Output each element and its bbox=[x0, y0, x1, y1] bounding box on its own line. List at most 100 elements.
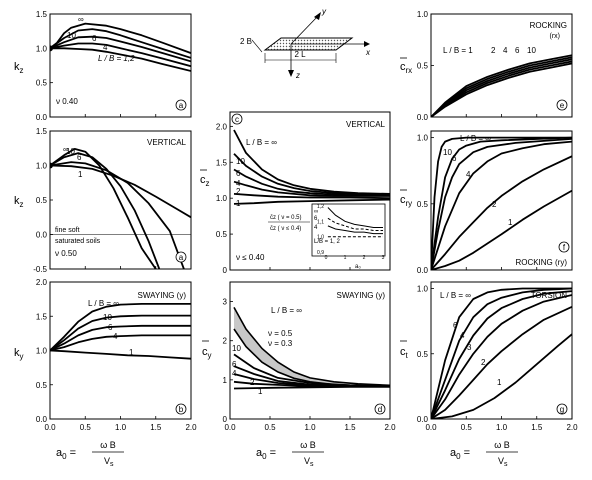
corner-badge-label: b bbox=[179, 405, 184, 414]
z-axis-arrow bbox=[288, 70, 294, 77]
y-tick-label: 1.5 bbox=[36, 10, 48, 19]
series-label: 6 bbox=[453, 321, 458, 330]
corner-badge-label: e bbox=[560, 101, 565, 110]
series-group bbox=[431, 136, 572, 270]
corner-badge bbox=[374, 403, 386, 415]
panel-cry: 0.00.51.0 cry ROCKING (ry) L / B = ∞ 10 … bbox=[400, 130, 573, 275]
y-tick-label: 1.5 bbox=[216, 158, 228, 167]
series-line bbox=[50, 28, 191, 59]
corner-badge bbox=[556, 99, 568, 111]
series-line bbox=[431, 58, 572, 117]
series-label: 6 bbox=[108, 323, 113, 332]
series-label: 2 bbox=[491, 46, 496, 55]
length-label: 2 L bbox=[294, 50, 306, 59]
panel-kz-soft: -0.5 0.0 0.5 1.0 1.5 kz VERTICAL ∞ 10 6 1 fi… bbox=[14, 127, 192, 274]
x-tick-label: 1.0 bbox=[304, 423, 316, 432]
series-line bbox=[233, 168, 390, 197]
series-line bbox=[50, 42, 191, 68]
y-tick-label: 2.0 bbox=[36, 278, 48, 287]
inset-y-tick-label: 1,0 bbox=[317, 235, 324, 241]
inset-chart: 0,9 1,0 1,1 1,2 0 1 2 3 ∞ 6 4 L/B = 1, 2 a₀ c̄z… bbox=[268, 203, 386, 270]
x-tick-label: 2.0 bbox=[185, 423, 197, 432]
corner-badge-label: f bbox=[563, 243, 566, 252]
y-tick-label: 1.5 bbox=[36, 127, 48, 136]
y-tick-label: 2 bbox=[223, 337, 228, 346]
inset-y-tick-label: 1,1 bbox=[317, 219, 324, 225]
series-label: 4 bbox=[232, 369, 237, 378]
inset-series-line bbox=[327, 225, 383, 235]
series-label: ∞ bbox=[63, 145, 69, 154]
y-tick-label: 0.0 bbox=[417, 113, 429, 122]
series-label: 1 bbox=[78, 170, 83, 179]
y-tick-group: 0 0.5 1.0 1.5 2.0 bbox=[216, 122, 391, 275]
y-tick-label: 1.5 bbox=[36, 312, 48, 321]
panel-kz-ideal: 0.0 0.5 1.0 1.5 kz ∞ 10 6 4 L / B = 1,2 ν 0… bbox=[14, 10, 192, 122]
series-label: ∞ bbox=[78, 15, 84, 24]
x-tick-label: 1.0 bbox=[115, 423, 127, 432]
series-line bbox=[431, 60, 572, 117]
series-line bbox=[50, 314, 191, 352]
corner-badge bbox=[231, 113, 243, 125]
y-axis-label: cry bbox=[400, 194, 412, 208]
y-tick-label: 0.5 bbox=[216, 230, 228, 239]
corner-badge bbox=[558, 241, 570, 253]
series-label: 10 bbox=[66, 147, 75, 156]
legend-solid: c̄z ( ν = 0.5) bbox=[270, 215, 302, 221]
series-line bbox=[50, 164, 191, 219]
y-tick-label: 1.0 bbox=[36, 44, 48, 53]
y-axis-label: ct bbox=[400, 346, 409, 360]
x-tick-label: 1.5 bbox=[344, 423, 356, 432]
x-tick-label: 1.0 bbox=[496, 423, 508, 432]
series-line bbox=[233, 180, 390, 197]
series-label: 6 bbox=[515, 46, 520, 55]
panel-title: TORSION bbox=[531, 291, 568, 300]
x-axis-numerator: ω B bbox=[100, 440, 116, 450]
series-label: L / B = ∞ bbox=[88, 299, 119, 308]
x-tick-label: 1.5 bbox=[531, 423, 543, 432]
y-tick-label: -0.5 bbox=[33, 265, 47, 274]
corner-badge bbox=[175, 403, 187, 415]
x-tick-label: 0.5 bbox=[80, 423, 92, 432]
panel-subtitle: (rx) bbox=[550, 33, 561, 40]
poisson-note: ν ≤ 0.40 bbox=[236, 253, 265, 262]
inset-series-label: 6 bbox=[314, 216, 318, 222]
inset-series-label: ∞ bbox=[314, 209, 318, 215]
y-tick-label: 2.0 bbox=[216, 122, 228, 131]
plot-frame bbox=[49, 281, 192, 420]
panel-ct: 0.0 0.5 1.0 ct TORSION L / B = ∞ 6 4 3 2 1… bbox=[400, 281, 573, 424]
corner-badge bbox=[556, 403, 568, 415]
series-line bbox=[50, 47, 191, 72]
y-axis-arrow bbox=[314, 12, 321, 20]
panel-title: SWAYING (y) bbox=[138, 291, 187, 300]
x-tick-label: 0.0 bbox=[425, 423, 437, 432]
origin-dot bbox=[50, 45, 53, 52]
x-axis-denominator: Vs bbox=[304, 456, 314, 468]
series-label: 6 bbox=[92, 34, 97, 43]
corner-badge-label: a bbox=[179, 253, 184, 262]
series-label: 4 bbox=[113, 332, 118, 341]
series-label: 4 bbox=[460, 331, 465, 340]
y-tick-label: 0.0 bbox=[36, 113, 48, 122]
series-line bbox=[431, 333, 572, 419]
y-axis-label: cz bbox=[200, 174, 210, 188]
x-axis-symbol: a0 = bbox=[450, 447, 470, 461]
x-tick-label: 2.0 bbox=[384, 423, 396, 432]
series-line bbox=[431, 294, 572, 419]
y-axis-line bbox=[290, 15, 319, 45]
series-group bbox=[50, 148, 191, 269]
series-line bbox=[233, 386, 390, 390]
inset-x-tick-label: 0 bbox=[325, 255, 328, 261]
series-label: 3 bbox=[467, 343, 472, 352]
soil-note: fine soft bbox=[55, 227, 80, 234]
series-label: 10 bbox=[67, 31, 76, 40]
panel-title: SWAYING (y) bbox=[337, 291, 386, 300]
series-label: L / B = 1,2 bbox=[98, 54, 135, 63]
series-line bbox=[233, 153, 390, 196]
series-label: L / B = 1 bbox=[443, 46, 473, 55]
y-tick-label: 0.0 bbox=[417, 415, 429, 424]
series-line bbox=[431, 290, 572, 419]
panel-cz: 00.51.01.52.0 cz VERTICAL L / B = ∞ 10 6… bbox=[200, 111, 391, 275]
inset-series-line bbox=[327, 217, 383, 231]
